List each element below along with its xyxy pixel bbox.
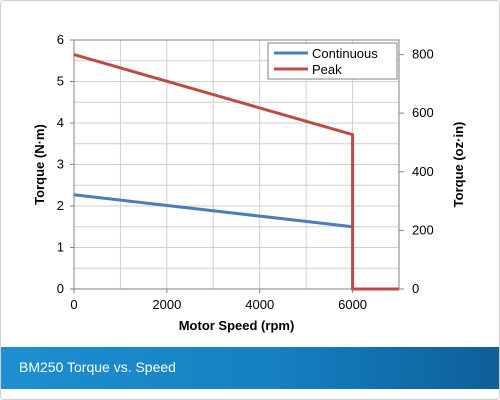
legend-box xyxy=(267,42,398,80)
y-tick-label: 6 xyxy=(57,32,64,47)
y2-tick-label: 800 xyxy=(412,47,434,62)
y2-tick-label: 0 xyxy=(412,281,419,296)
y2-axis-label: Torque (oz·in) xyxy=(451,122,466,208)
axis-ticks: 0 2000 4000 6000 0 1 2 3 4 5 6 0 200 400 600 800 xyxy=(57,32,434,312)
series-line-continuous xyxy=(73,193,353,229)
footer-bar: BM250 Torque vs. Speed xyxy=(1,347,499,389)
chart-svg: 0 2000 4000 6000 0 1 2 3 4 5 6 0 200 400 600 800 Contin… xyxy=(32,32,466,333)
series-lines xyxy=(73,53,399,291)
legend-label-continuous: Continuous xyxy=(312,46,378,61)
x-tick-label: 6000 xyxy=(338,297,367,312)
y-tick-label: 4 xyxy=(57,115,64,130)
x-tick-label: 4000 xyxy=(245,297,274,312)
series-line-peak xyxy=(73,53,399,291)
chart-caption: BM250 Torque vs. Speed xyxy=(19,359,176,375)
x-axis-label: Motor Speed (rpm) xyxy=(179,318,295,333)
y-tick-label: 3 xyxy=(57,157,64,172)
x-tick-label: 0 xyxy=(70,297,77,312)
y2-tick-label: 400 xyxy=(412,164,434,179)
y-axis-label: Torque (N·m) xyxy=(32,124,47,205)
y-tick-label: 1 xyxy=(57,240,64,255)
y2-tick-label: 600 xyxy=(412,105,434,120)
y-tick-label: 2 xyxy=(57,198,64,213)
legend-label-peak: Peak xyxy=(312,62,342,77)
x-tick-label: 2000 xyxy=(152,297,181,312)
y2-tick-label: 200 xyxy=(412,222,434,237)
y-tick-label: 5 xyxy=(57,74,64,89)
y-tick-label: 0 xyxy=(57,281,64,296)
